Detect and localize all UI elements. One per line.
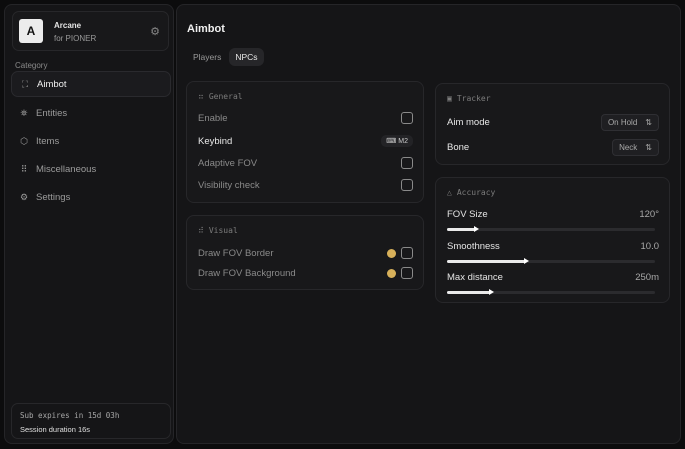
smoothness-label: Smoothness	[447, 241, 500, 252]
fov-size-slider[interactable]	[447, 226, 655, 232]
keybind-value: M2	[398, 138, 408, 145]
visibility-check-row: Visibility check	[198, 179, 413, 191]
select-icon: ⇅	[645, 143, 652, 152]
draw-background-label: Draw FOV Background	[198, 267, 296, 279]
session-duration: Session duration 16s	[20, 425, 91, 434]
tab-npcs[interactable]: NPCs	[229, 48, 264, 66]
draw-border-row: Draw FOV Border	[198, 247, 413, 259]
aim-mode-value: On Hold	[607, 118, 638, 127]
box-icon: ⬡	[20, 135, 28, 146]
aim-mode-select[interactable]: On Hold ⇅	[600, 114, 659, 131]
max-distance-value: 250m	[635, 272, 659, 283]
brand-card: A Arcane for PIONER ⚙	[12, 11, 169, 51]
max-distance-label: Max distance	[447, 272, 503, 283]
enable-label: Enable	[198, 112, 228, 124]
adaptive-fov-label: Adaptive FOV	[198, 157, 258, 169]
target-tabs: Players NPCs	[187, 48, 264, 66]
slider-fill	[447, 226, 480, 232]
aim-mode-row: Aim mode On Hold ⇅	[447, 114, 659, 131]
general-card: ⠶ General Enable Keybind ⌨ M2 Adaptive FOV…	[186, 81, 424, 203]
sidebar-item-miscellaneous[interactable]: ⠿ Miscellaneous	[11, 156, 171, 182]
sidebar-item-label: Entities	[36, 107, 68, 119]
sidebar-item-settings[interactable]: ⚙ Settings	[11, 184, 171, 210]
select-icon: ⇅	[645, 118, 652, 127]
slider-fill	[447, 258, 530, 264]
bone-label: Bone	[447, 142, 470, 153]
keybind-row: Keybind ⌨ M2	[198, 135, 413, 147]
app-logo: A	[19, 19, 43, 43]
visibility-check-checkbox[interactable]	[401, 179, 413, 191]
tracker-card: ▣ Tracker Aim mode On Hold ⇅ Bone Neck ⇅	[435, 83, 670, 165]
adaptive-fov-checkbox[interactable]	[401, 157, 413, 169]
draw-border-label: Draw FOV Border	[198, 247, 274, 259]
fov-size-value: 120°	[639, 209, 659, 220]
settings-gear-icon[interactable]: ⚙	[150, 26, 160, 38]
smoothness-slider[interactable]	[447, 258, 655, 264]
draw-border-checkbox[interactable]	[401, 247, 413, 259]
card-title: Accuracy	[456, 188, 496, 197]
bone-select[interactable]: Neck ⇅	[612, 139, 659, 156]
sidebar-item-entities[interactable]: ⛯ Entities	[11, 100, 171, 126]
keybind-button[interactable]: ⌨ M2	[381, 135, 413, 147]
visual-icon: ⠾	[198, 226, 204, 235]
app-name: Arcane	[54, 21, 82, 30]
visibility-check-label: Visibility check	[198, 179, 260, 191]
card-title: Visual	[208, 226, 238, 235]
category-label: Category	[15, 61, 48, 70]
draw-background-row: Draw FOV Background	[198, 267, 413, 279]
main-panel: Aimbot Players NPCs ⠶ General Enable Keyb…	[176, 4, 681, 444]
bone-value: Neck	[619, 143, 638, 152]
triangle-icon: △	[447, 188, 452, 197]
card-title: General	[208, 92, 243, 101]
enable-row: Enable	[198, 112, 413, 124]
slider-fill	[447, 289, 494, 295]
sidebar-item-items[interactable]: ⬡ Items	[11, 128, 171, 154]
tab-players[interactable]: Players	[193, 52, 222, 62]
fov-size-label: FOV Size	[447, 209, 488, 220]
sidebar-item-label: Miscellaneous	[36, 163, 97, 175]
bone-row: Bone Neck ⇅	[447, 139, 659, 156]
keyboard-icon: ⌨	[386, 138, 399, 145]
sidebar: A Arcane for PIONER ⚙ Category ⛶ Aimbot ⛯…	[4, 4, 174, 444]
fov-size-row: FOV Size 120°	[447, 209, 659, 220]
app-subtitle: for PIONER	[54, 34, 97, 43]
tracker-icon: ▣	[447, 94, 452, 103]
max-distance-slider[interactable]	[447, 289, 655, 295]
border-color-swatch[interactable]	[387, 248, 396, 258]
grid-icon: ⠿	[20, 163, 28, 174]
entities-icon: ⛯	[20, 107, 28, 118]
accuracy-card: △ Accuracy FOV Size 120° Smoothness 10.0 Ma…	[435, 177, 670, 303]
subscription-expiry: Sub expires in 15d 03h	[20, 411, 120, 420]
smoothness-value: 10.0	[640, 241, 660, 252]
smoothness-row: Smoothness 10.0	[447, 241, 659, 252]
general-icon: ⠶	[198, 92, 204, 101]
visual-card: ⠾ Visual Draw FOV Border Draw FOV Backgro…	[186, 215, 424, 290]
background-color-swatch[interactable]	[387, 268, 396, 278]
draw-background-checkbox[interactable]	[401, 267, 413, 279]
card-title: Tracker	[456, 94, 491, 103]
adaptive-fov-row: Adaptive FOV	[198, 157, 413, 169]
sidebar-item-aimbot[interactable]: ⛶ Aimbot	[11, 71, 171, 97]
gear-icon: ⚙	[19, 191, 29, 202]
aim-mode-label: Aim mode	[447, 117, 490, 128]
max-distance-row: Max distance 250m	[447, 272, 659, 283]
subscription-card: Sub expires in 15d 03h Session duration …	[11, 403, 171, 439]
crosshair-icon: ⛶	[21, 78, 29, 89]
sidebar-item-label: Items	[36, 135, 60, 147]
sidebar-item-label: Settings	[36, 191, 71, 203]
page-title: Aimbot	[187, 23, 225, 35]
keybind-label: Keybind	[198, 135, 233, 147]
enable-checkbox[interactable]	[401, 112, 413, 124]
sidebar-item-label: Aimbot	[37, 78, 67, 90]
